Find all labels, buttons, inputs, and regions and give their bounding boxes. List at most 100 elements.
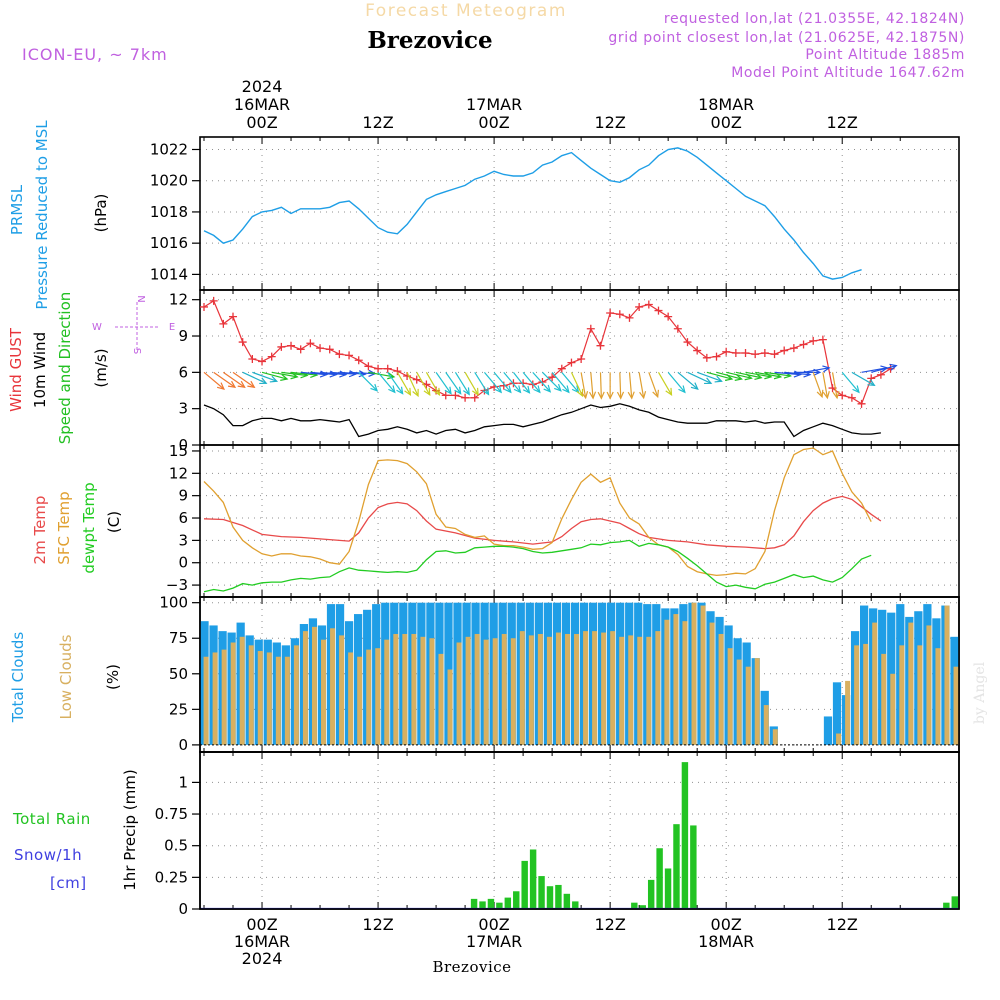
low-cloud-bar — [564, 633, 570, 745]
gust-marker — [248, 355, 257, 364]
wind-arrow — [203, 371, 225, 390]
y-tick-label: 0.75 — [155, 805, 188, 823]
wind-arrow — [542, 371, 562, 392]
wind-unit: (m/s) — [92, 348, 110, 387]
wind-arrow-head — [387, 372, 396, 380]
rain-bar — [504, 897, 512, 909]
wind-10m-line — [203, 403, 881, 438]
wind-arrow-head — [280, 374, 289, 381]
gust-marker — [519, 379, 528, 388]
top-time-label: 18MAR — [698, 95, 754, 114]
y-tick-label: 1020 — [150, 172, 188, 190]
wind-arrow-head — [867, 379, 876, 387]
low-cloud-bar — [736, 659, 742, 745]
rain-bar — [555, 884, 562, 909]
top-time-label: 00Z — [246, 113, 277, 132]
wind-arrow-head — [665, 387, 673, 397]
wind-arrow-head — [396, 386, 404, 395]
low-cloud-bar — [718, 633, 724, 745]
gust-marker — [296, 345, 305, 354]
low-cloud-bar — [682, 621, 688, 745]
pressure-unit: (hPa) — [92, 194, 110, 233]
low-cloud-bar — [555, 632, 561, 745]
wind-arrow-head — [269, 375, 279, 383]
top-time-label: 16MAR — [234, 95, 290, 114]
wind-arrow-head — [616, 391, 625, 400]
wind-arrow — [726, 371, 752, 379]
wind-arrow — [232, 371, 255, 388]
wind-arrow-head — [216, 382, 225, 390]
prmsl-label: PRMSL — [8, 184, 26, 235]
low-cloud-bar — [348, 652, 354, 745]
wind-arrow-head — [816, 389, 824, 399]
gust-marker — [741, 348, 750, 357]
wind-arrow — [803, 367, 830, 373]
wind-arrow — [861, 367, 888, 373]
wind-arrow — [812, 372, 823, 397]
temp-unit: (C) — [105, 511, 123, 533]
rain-bar — [673, 824, 680, 909]
low-cloud-bar — [429, 638, 435, 745]
gust-marker — [818, 335, 827, 344]
wind-arrow — [841, 371, 860, 393]
y-tick-label: 75 — [169, 629, 188, 647]
wind-arrow-head — [704, 377, 713, 385]
compass-icon: W E N S — [92, 295, 175, 354]
footer-station: Brezovice — [432, 958, 511, 976]
wind-arrow — [677, 371, 699, 390]
wind-arrow-head — [522, 385, 531, 394]
rain-bar — [546, 886, 554, 909]
y-tick-label: 50 — [169, 665, 188, 683]
wind-arrow-head — [412, 388, 419, 398]
pressure-panel: 1014 1016 1018 1020 1022 — [150, 136, 960, 291]
wind-arrow — [628, 372, 633, 399]
wind-arrow — [590, 372, 594, 399]
low-cloud-bar — [935, 648, 941, 745]
wind-arrow — [435, 371, 452, 394]
requested-coords: requested lon,lat (21.0355E, 42.1824N) — [664, 11, 965, 27]
low-cloud-bar — [275, 656, 281, 745]
wind-arrow-head — [504, 385, 512, 394]
wind-arrow — [377, 371, 396, 393]
y-tick-label: 15 — [169, 442, 188, 460]
wind-arrow — [696, 371, 722, 382]
gust-marker — [393, 367, 402, 376]
bottom-time-label: 16MAR — [234, 932, 290, 951]
gust-marker — [838, 391, 847, 400]
gust-marker — [751, 350, 760, 359]
low-cloud-bar — [872, 622, 878, 745]
wind-arrow — [310, 371, 337, 376]
y-tick-label: 6 — [178, 363, 188, 381]
wind-arrow-head — [714, 375, 723, 383]
gust-marker — [451, 391, 460, 400]
rain-bar — [470, 898, 478, 909]
gust-marker — [596, 341, 605, 350]
compass-s: S — [131, 348, 142, 354]
low-cloud-bar — [944, 605, 950, 745]
y-tick-label: 6 — [178, 509, 188, 527]
gust-marker — [606, 309, 615, 318]
bottom-time-label: 18MAR — [698, 932, 754, 951]
low-cloud-bar — [519, 631, 525, 745]
y-tick-label: 0 — [178, 554, 188, 572]
wind-arrow-head — [852, 385, 860, 394]
wind-arrow-head — [388, 385, 396, 394]
low-cloud-bar — [438, 653, 444, 745]
low-cloud-bar — [583, 631, 589, 745]
wind-arrow — [213, 371, 236, 388]
gust-marker — [644, 300, 653, 309]
low-cloud-bar — [366, 649, 372, 745]
wind-arrow — [503, 371, 521, 393]
total-cloud-bar — [832, 682, 842, 745]
bottom-time-label: 12Z — [827, 915, 858, 934]
gust-marker — [325, 345, 334, 354]
low-cloud-bar — [592, 631, 598, 745]
gust-marker — [625, 313, 634, 322]
temperature-panel: −3 0 3 6 9 12 15 — [166, 442, 960, 598]
wind-arrow-head — [652, 389, 660, 399]
wind-arrow — [474, 372, 490, 395]
low-cloud-bar — [574, 633, 579, 745]
rain-bar — [690, 825, 697, 909]
